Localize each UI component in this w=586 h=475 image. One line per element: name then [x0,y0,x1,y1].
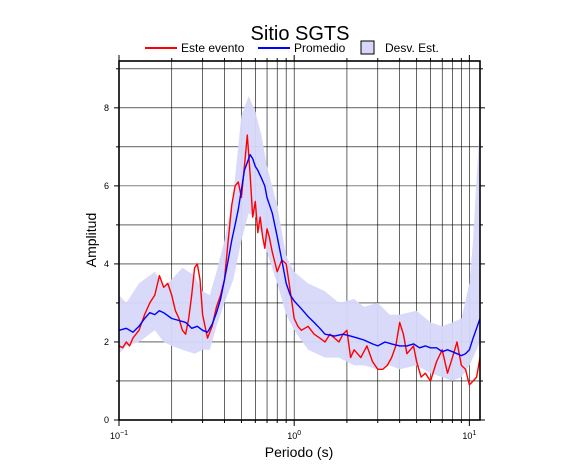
y-axis-title: Amplitud [83,213,99,267]
std-dev-band [119,96,480,381]
legend-swatch-desv-est [360,40,375,55]
legend-label-desv-est: Desv. Est. [385,41,439,55]
y-tick-label: 2 [104,337,109,347]
y-tick-label: 4 [104,259,109,269]
x-tick-label-exponent: 0 [297,430,301,437]
series-line-promedio [118,153,481,357]
y-tick-label: 0 [104,415,109,425]
x-tick-label: 101 [462,430,476,441]
x-tick-label: 10−1 [110,430,128,441]
plot-border [118,60,481,421]
x-tick-label-exponent: −1 [120,430,128,437]
plot-frame [118,60,481,421]
std-dev-band-area [119,96,480,381]
y-tick-label: 8 [104,103,109,113]
x-axis-title: Periodo (s) [265,444,333,460]
x-tick-label: 100 [287,430,301,441]
series-line-este-evento [118,134,481,386]
legend-label-promedio: Promedio [294,41,346,55]
series-lines [118,134,481,386]
x-tick-label-exponent: 1 [472,430,476,437]
legend-label-este-evento: Este evento [181,41,245,55]
legend: Este evento Promedio Desv. Est. [145,40,439,55]
chart-title: Sitio SGTS [251,23,350,45]
y-tick-label: 6 [104,181,109,191]
